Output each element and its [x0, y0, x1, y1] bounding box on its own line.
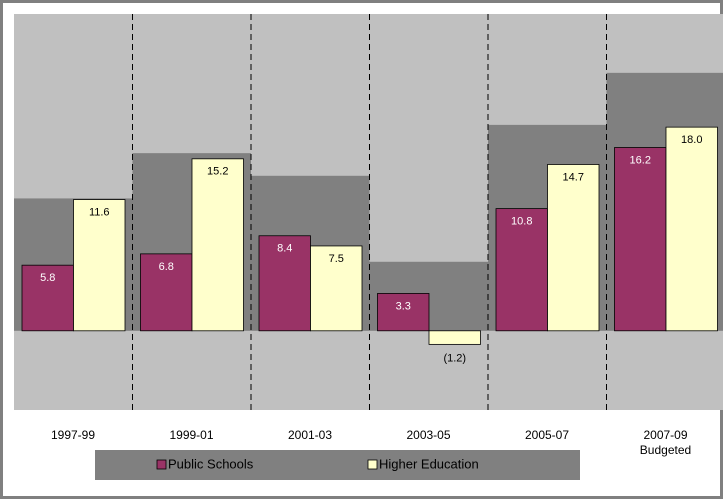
bar: [191, 158, 244, 332]
legend-swatch: [156, 459, 167, 470]
value-label: 15.2: [207, 166, 228, 178]
bar: [614, 147, 667, 332]
bar: [428, 330, 481, 345]
value-label: 8.4: [277, 243, 292, 255]
value-label: 14.7: [563, 171, 584, 183]
value-label: (1.2): [443, 352, 466, 364]
bar: [140, 253, 193, 332]
bar: [258, 235, 311, 332]
value-label: 6.8: [159, 261, 174, 273]
value-label: 7.5: [329, 253, 344, 265]
x-tick-label: 1999-01: [169, 428, 214, 442]
legend-label: Public Schools: [168, 456, 254, 471]
value-label: 11.6: [89, 206, 110, 218]
bar: [377, 293, 430, 332]
x-tick-label: 2007-09 Budgeted: [639, 428, 692, 457]
value-label: 16.2: [630, 154, 651, 166]
bar: [495, 208, 548, 332]
x-tick-label: 2005-07: [524, 428, 570, 442]
value-label: 10.8: [511, 216, 532, 228]
bar: [310, 245, 363, 332]
legend-label: Higher Education: [379, 456, 479, 471]
bar: [73, 199, 126, 332]
x-tick-label: 2001-03: [287, 428, 333, 442]
value-label: 5.8: [40, 272, 55, 284]
x-tick-label: 2003-05: [406, 428, 451, 442]
value-label: 18.0: [681, 134, 702, 146]
value-label: 3.3: [396, 300, 411, 312]
x-tick-label: 1997-99: [50, 428, 96, 442]
bar: [665, 126, 718, 332]
bar: [547, 164, 600, 332]
legend-swatch: [367, 459, 378, 470]
legend: [95, 450, 580, 480]
